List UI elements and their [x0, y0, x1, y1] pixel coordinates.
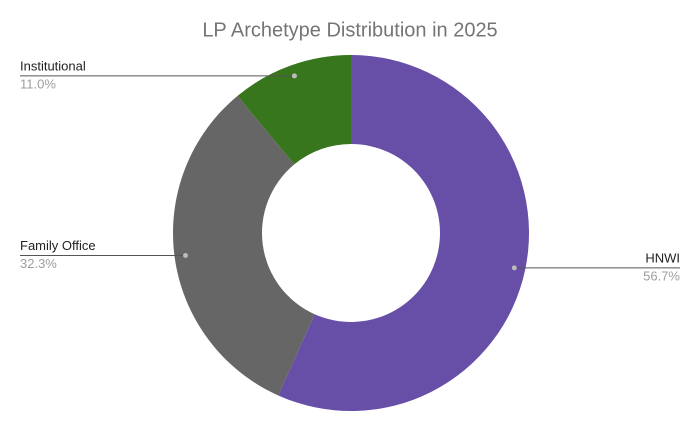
- slice-label: Family Office: [20, 238, 96, 253]
- slice-label: Institutional: [20, 58, 86, 73]
- leader-dot: [183, 252, 189, 258]
- leader-dot: [291, 73, 297, 79]
- donut-slice: [173, 95, 315, 396]
- slice-value-label: 32.3%: [20, 256, 57, 271]
- slice-label: HNWI: [645, 250, 680, 265]
- donut-slice: [237, 55, 351, 165]
- chart-title: LP Archetype Distribution in 2025: [202, 19, 497, 41]
- slice-value-label: 56.7%: [643, 268, 680, 283]
- donut-slice: [278, 55, 530, 411]
- slice-value-label: 11.0%: [20, 76, 56, 91]
- leader-dot: [511, 265, 517, 271]
